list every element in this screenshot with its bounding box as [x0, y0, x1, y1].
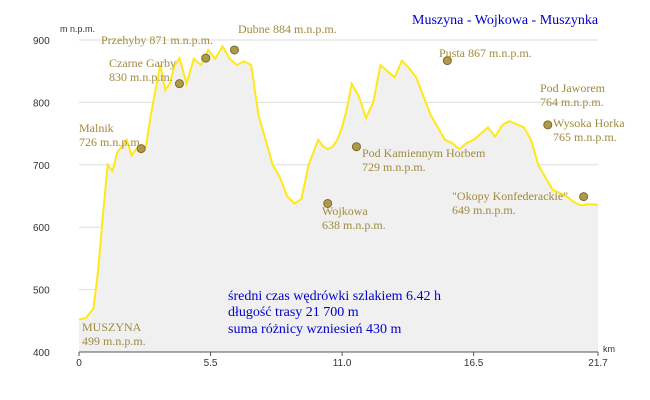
y-tick-label: 600 [33, 223, 50, 234]
annotation-name: Przehyby 871 m.n.p.m. [101, 33, 213, 47]
annotation-elevation: 638 m.n.p.m. [322, 218, 386, 232]
annotation-name: Wojkowa [322, 204, 368, 218]
annotation-name: Pod Kamiennym Horbem [362, 146, 486, 160]
info-ascent: suma różnicy wzniesień 430 m [228, 322, 402, 337]
info-length: długość trasy 21 700 m [228, 305, 359, 320]
peak-marker [201, 53, 211, 63]
x-tick-label: 5.5 [204, 358, 218, 369]
elevation-area-fill [79, 46, 598, 352]
annotation-name: Dubne 884 m.n.p.m. [238, 22, 337, 36]
x-axis-label: km [603, 344, 615, 354]
elevation-line [78, 44, 599, 321]
annotation-elevation: 764 m.n.p.m. [540, 95, 604, 109]
annotation-elevation: 726 m.n.p.m. [79, 135, 143, 149]
annotation-name: Wysoka Horka [553, 116, 625, 130]
annotation-elevation: 649 m.n.p.m. [452, 203, 516, 217]
annotation-name: MUSZYNA [82, 320, 142, 334]
y-tick-label: 700 [33, 161, 50, 172]
annotation-elevation: 830 m.n.p.m. [109, 70, 173, 84]
annotation-elevation: 729 m.n.p.m. [362, 160, 426, 174]
annotation-elevation: 499 m.n.p.m. [82, 334, 146, 348]
axis-ticks: 400 500 600 700 800 900 0 5.5 11.0 16.5 21.7 [33, 36, 608, 369]
x-tick-label: 0 [76, 358, 82, 369]
y-tick-label: 500 [33, 286, 50, 297]
annotation-name: Pod Jaworem [540, 81, 606, 95]
y-axis-label: m n.p.m. [60, 24, 95, 34]
annotation-name: Pusta 867 m.n.p.m. [439, 46, 532, 60]
chart-title: Muszyna - Wojkowa - Muszynka [412, 13, 599, 28]
x-tick-label: 16.5 [464, 358, 484, 369]
peak-marker [323, 198, 333, 208]
x-tick-label: 11.0 [333, 358, 352, 369]
peak-marker [351, 142, 361, 152]
peak-marker [442, 56, 452, 66]
info-time: średni czas wędrówki szlakiem 6.42 h [228, 289, 441, 304]
peak-marker [543, 120, 553, 130]
y-tick-label: 400 [33, 348, 50, 359]
annotation-name: Czarne Garby [109, 56, 176, 70]
annotation-name: "Okopy Konfederackie" [452, 189, 568, 203]
annotation-elevation: 765 m.n.p.m. [553, 130, 617, 144]
peak-marker [579, 192, 589, 202]
x-tick-label: 21.7 [588, 358, 608, 369]
annotation-name: Malnik [79, 121, 114, 135]
y-tick-label: 900 [33, 36, 50, 47]
peak-marker [174, 79, 184, 89]
peak-marker [229, 45, 239, 55]
y-tick-label: 800 [33, 98, 50, 109]
peak-marker [136, 144, 146, 154]
